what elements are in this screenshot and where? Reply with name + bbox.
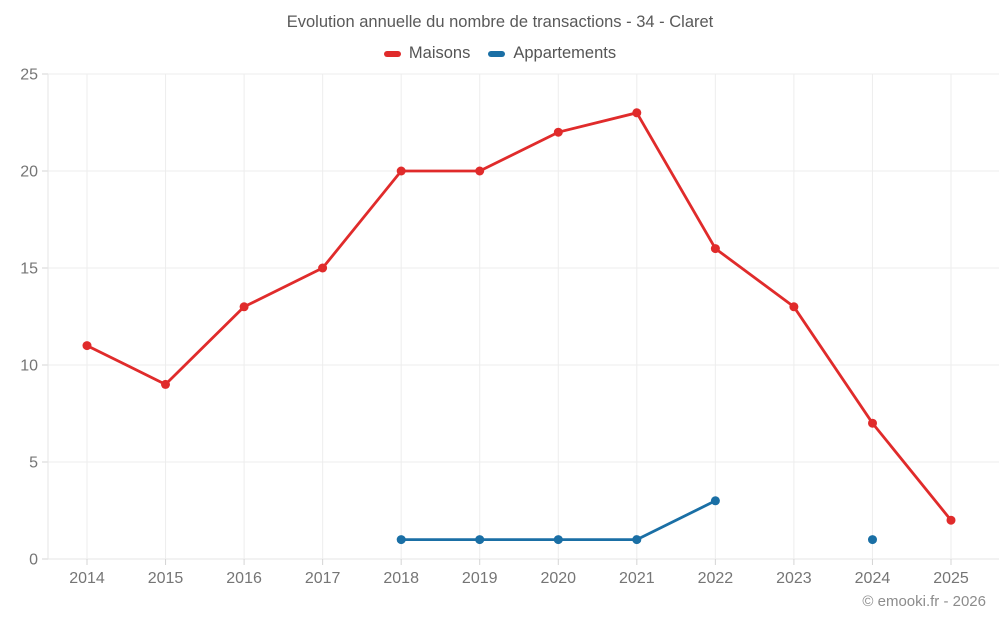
x-tick-label: 2016 <box>226 570 262 587</box>
x-tick-label: 2023 <box>776 570 812 587</box>
data-point-maisons-2014[interactable] <box>82 341 92 351</box>
y-tick-label: 20 <box>20 164 38 181</box>
data-point-appartements-2022[interactable] <box>710 496 720 506</box>
x-tick-label: 2015 <box>148 570 184 587</box>
data-point-maisons-2019[interactable] <box>475 166 485 176</box>
y-tick-label: 5 <box>29 455 38 472</box>
data-point-appartements-2018[interactable] <box>396 535 406 545</box>
x-tick-label: 2021 <box>619 570 655 587</box>
x-tick-label: 2025 <box>933 570 969 587</box>
data-point-appartements-2024[interactable] <box>868 535 877 545</box>
y-tick-label: 25 <box>20 67 38 84</box>
x-tick-label: 2020 <box>540 570 576 587</box>
legend-item-maisons[interactable]: Maisons <box>383 44 471 63</box>
legend-label-appartements: Appartements <box>513 44 617 62</box>
data-point-maisons-2017[interactable] <box>318 263 328 273</box>
y-tick-label: 0 <box>29 552 38 569</box>
chart-title: Evolution annuelle du nombre de transact… <box>286 13 714 31</box>
x-tick-label: 2014 <box>69 570 105 587</box>
data-point-maisons-2015[interactable] <box>161 379 170 389</box>
legend-swatch-maisons <box>383 50 401 57</box>
x-tick-label: 2024 <box>855 570 891 587</box>
y-tick-label: 15 <box>20 261 38 278</box>
data-point-maisons-2018[interactable] <box>396 166 406 176</box>
data-point-maisons-2024[interactable] <box>868 418 877 428</box>
legend-label-maisons: Maisons <box>408 44 471 62</box>
x-tick-label: 2018 <box>383 570 419 587</box>
y-tick-label: 10 <box>20 358 38 375</box>
x-tick-label: 2019 <box>462 570 498 587</box>
data-point-appartements-2021[interactable] <box>632 535 642 545</box>
data-point-appartements-2019[interactable] <box>475 535 485 545</box>
copyright: © emooki.fr - 2026 <box>862 593 986 610</box>
x-tick-label: 2022 <box>698 570 734 587</box>
chart-legend: Maisons Appartements <box>0 44 1000 63</box>
data-point-maisons-2022[interactable] <box>710 244 720 254</box>
data-point-maisons-2016[interactable] <box>239 302 249 312</box>
data-point-maisons-2021[interactable] <box>632 108 642 118</box>
x-tick-label: 2017 <box>305 570 341 587</box>
data-point-appartements-2020[interactable] <box>553 535 563 545</box>
data-point-maisons-2023[interactable] <box>789 302 799 312</box>
series-line-maisons <box>85 111 953 522</box>
data-point-maisons-2020[interactable] <box>553 127 563 137</box>
legend-swatch-appartements <box>488 50 506 57</box>
data-point-maisons-2025[interactable] <box>946 515 956 525</box>
legend-item-appartements[interactable]: Appartements <box>488 44 616 63</box>
